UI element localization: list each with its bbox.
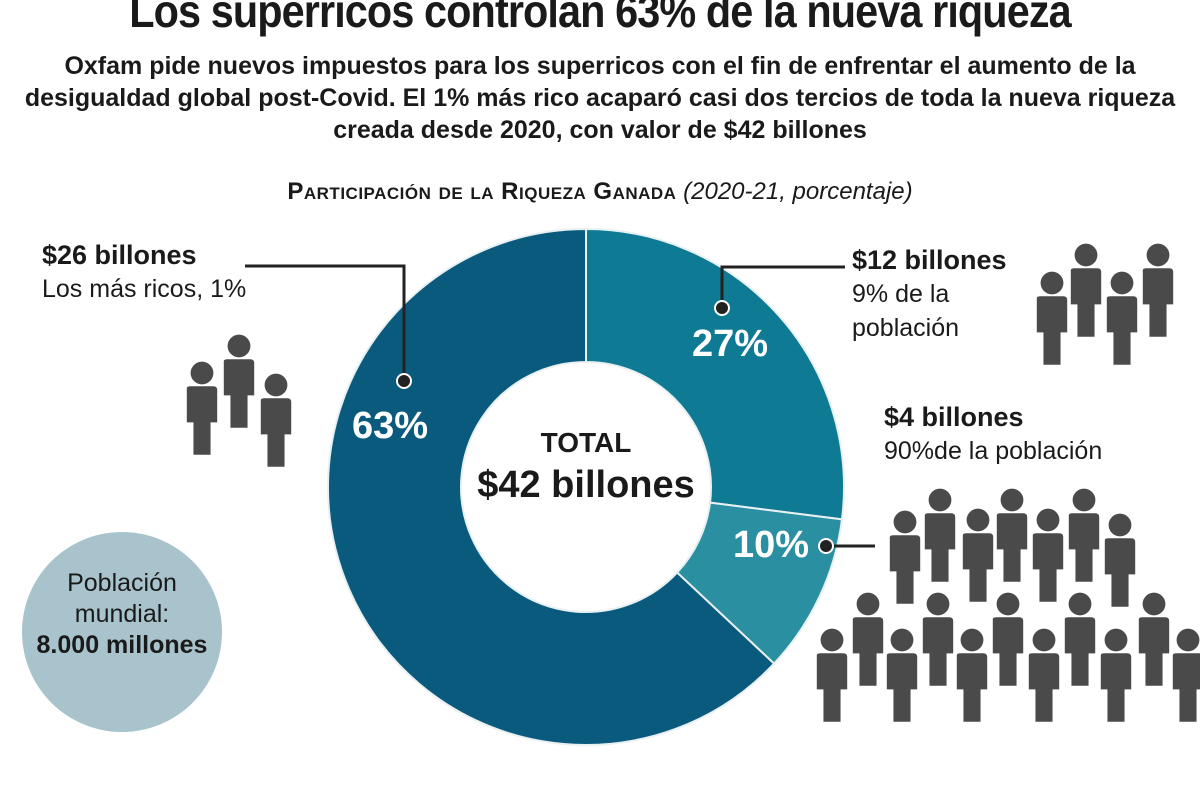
donut-slice-27 — [585, 227, 845, 521]
person-icon — [260, 373, 292, 467]
person-icon — [956, 628, 988, 722]
slice-label-10: 10% — [733, 524, 809, 566]
person-icon — [186, 361, 218, 455]
center-label: TOTAL — [541, 427, 632, 458]
person-icon — [223, 334, 255, 428]
person-icon — [816, 628, 848, 722]
person-icon — [1142, 243, 1174, 337]
person-icon — [1100, 628, 1132, 722]
person-icon — [1070, 243, 1102, 337]
slice-label-27: 27% — [692, 323, 768, 365]
person-icon — [992, 592, 1024, 686]
person-icon — [886, 628, 918, 722]
person-icon — [1028, 628, 1060, 722]
person-icon — [924, 488, 956, 582]
population-label: Población mundial: — [67, 569, 177, 628]
population-value: 8.000 millones — [36, 631, 208, 659]
label-richest: $26 billones Los más ricos, 1% — [42, 238, 246, 306]
group-richest: Los más ricos, 1% — [42, 275, 247, 303]
person-icon — [1172, 628, 1200, 722]
donut-slice-63 — [327, 227, 776, 746]
person-icon — [1064, 592, 1096, 686]
center-value: $42 billones — [477, 464, 695, 506]
chart-title-main: Participación de la Riqueza Ganada — [287, 178, 677, 205]
amount-9pct: $12 billones — [852, 245, 1007, 275]
chart-title-note: (2020-21, porcentaje) — [683, 178, 913, 205]
label-90pct: $4 billones 90%de la población — [884, 400, 1102, 468]
person-icon — [1104, 513, 1136, 607]
person-icon — [889, 510, 921, 604]
person-icon — [1106, 271, 1138, 365]
group-90pct: 90%de la población — [884, 437, 1103, 465]
label-9pct: $12 billones 9% de la población — [852, 243, 1032, 345]
leader-richest — [245, 264, 406, 381]
amount-90pct: $4 billones — [884, 402, 1024, 432]
leader-richest-dot — [396, 373, 412, 389]
population-badge: Población mundial: 8.000 millones — [22, 532, 222, 732]
person-icon — [1068, 488, 1100, 582]
person-icon — [1138, 592, 1170, 686]
chart-title: Participación de la Riqueza Ganada (2020… — [0, 178, 1200, 206]
person-icon — [852, 592, 884, 686]
person-icon — [1036, 271, 1068, 365]
person-icon — [996, 488, 1028, 582]
person-icon — [962, 508, 994, 602]
subtitle: Oxfam pide nuevos impuestos para los sup… — [24, 52, 1176, 144]
amount-richest: $26 billones — [42, 240, 197, 270]
leader-9pct-dot — [714, 300, 730, 316]
person-icon — [1032, 508, 1064, 602]
group-9pct: 9% de la población — [852, 280, 960, 342]
slice-label-63: 63% — [352, 405, 428, 447]
person-icon — [922, 592, 954, 686]
leader-9pct — [720, 265, 845, 308]
headline: Los superricos controlan 63% de la nueva… — [129, 0, 1071, 37]
leader-90pct-dot — [818, 538, 834, 554]
